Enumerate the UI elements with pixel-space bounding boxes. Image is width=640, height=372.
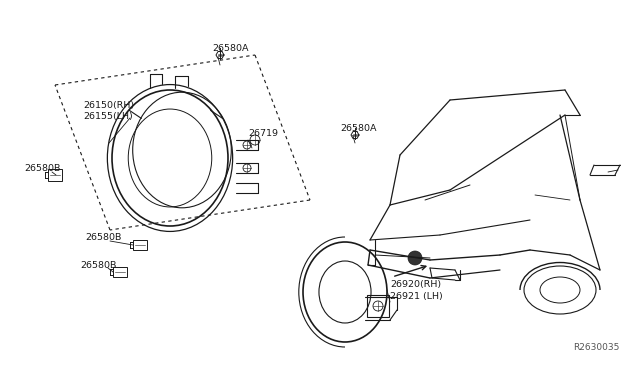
Text: 26580B: 26580B	[85, 232, 122, 241]
Text: 26921 (LH): 26921 (LH)	[390, 292, 443, 301]
Text: 26920(RH): 26920(RH)	[390, 280, 441, 289]
Text: 26155(LH): 26155(LH)	[83, 112, 132, 121]
Bar	[48, 169, 62, 181]
Text: 26580B: 26580B	[80, 260, 116, 269]
Text: 26580A: 26580A	[340, 124, 376, 132]
Bar	[133, 240, 147, 250]
Text: 26150(RH): 26150(RH)	[83, 100, 134, 109]
Text: 26719: 26719	[248, 128, 278, 138]
Circle shape	[408, 251, 422, 265]
Bar	[113, 267, 127, 277]
Text: 26580A: 26580A	[212, 44, 248, 52]
Text: 26580B: 26580B	[24, 164, 60, 173]
Text: R2630035: R2630035	[573, 343, 620, 352]
Bar	[367, 295, 389, 317]
